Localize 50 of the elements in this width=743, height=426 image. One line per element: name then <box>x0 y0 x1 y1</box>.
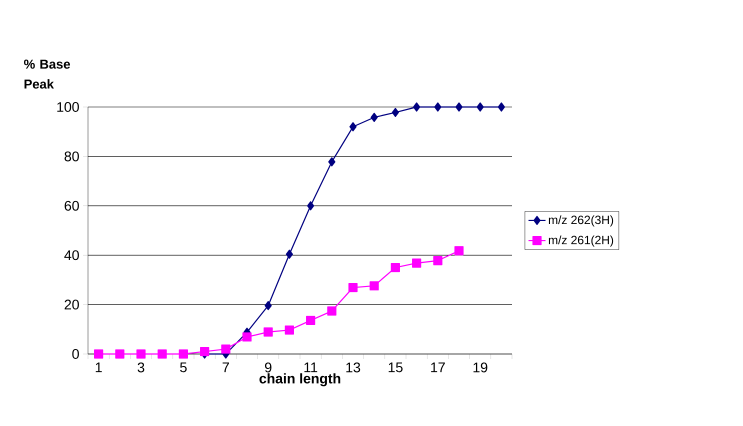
y-tick-label: 100 <box>57 102 79 112</box>
point <box>136 349 146 359</box>
point <box>434 102 442 112</box>
point <box>392 108 399 118</box>
point <box>370 112 378 122</box>
point <box>327 306 336 316</box>
x-tick-label: 7 <box>222 362 229 372</box>
x-tick-label: 3 <box>138 362 144 372</box>
point <box>115 349 124 359</box>
point <box>286 250 293 259</box>
y-tick-label: 0 <box>72 349 79 359</box>
point <box>178 349 188 359</box>
point <box>413 102 420 112</box>
legend-label: m/z 262(3H) <box>548 215 614 226</box>
point <box>370 281 379 290</box>
point <box>306 316 316 325</box>
point <box>390 262 400 272</box>
y-tick-label: 80 <box>64 151 79 162</box>
point <box>348 282 358 292</box>
x-tick-label: 1 <box>96 362 102 372</box>
point <box>200 346 210 356</box>
y-tick-label: 60 <box>64 200 79 211</box>
point <box>264 327 273 337</box>
y-axis-title: % Base Peak <box>24 60 70 89</box>
x-tick-label: 19 <box>474 362 488 372</box>
point <box>433 256 442 266</box>
x-tick-label: 9 <box>264 362 272 372</box>
y-tick-label: 20 <box>64 300 79 310</box>
point <box>221 344 230 354</box>
point <box>307 201 314 210</box>
x-tick-label: 5 <box>180 362 187 372</box>
x-tick-label: 17 <box>431 362 445 372</box>
point <box>498 102 505 112</box>
point <box>455 102 463 112</box>
point <box>94 349 104 359</box>
point <box>412 258 422 268</box>
point <box>454 246 464 256</box>
point <box>242 332 252 342</box>
point <box>264 301 272 310</box>
legend-label: m/z 261(2H) <box>548 236 614 247</box>
point <box>476 102 484 112</box>
point <box>328 157 336 166</box>
x-tick-label: 15 <box>388 362 403 372</box>
point <box>284 325 294 335</box>
y-tick-label: 40 <box>64 250 79 260</box>
point <box>349 122 357 132</box>
point <box>158 349 167 359</box>
x-axis-title: chain length <box>259 373 340 386</box>
x-tick-label: 11 <box>304 362 318 372</box>
x-tick-label: 13 <box>346 362 360 372</box>
